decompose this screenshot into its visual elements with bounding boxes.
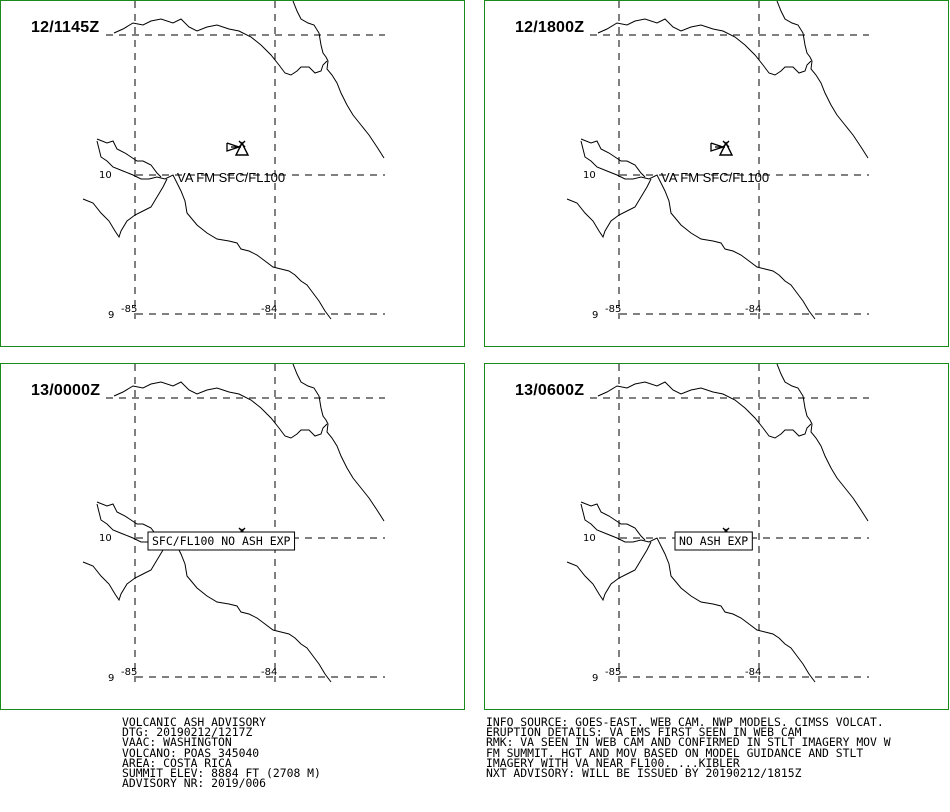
lon-label-85: -85 — [121, 304, 137, 315]
lon-label-84: -84 — [261, 304, 277, 315]
pacific-coast — [96, 503, 332, 683]
advisory-line: SUMMIT ELEV: 8884 FT (2708 M) — [122, 765, 321, 780]
lat-label-10: 10 — [583, 533, 596, 544]
lat-label-10: 10 — [99, 170, 112, 181]
coastline — [566, 364, 869, 683]
gulf-coast — [580, 138, 646, 178]
nicaragua-lake-coast — [597, 18, 812, 76]
lat-label-9: 9 — [108, 673, 114, 684]
pacific-coast — [96, 140, 332, 320]
map-canvas: 10 9 -85 -84 SFC/FL100 NO ASH EXP — [82, 364, 385, 684]
forecast-panel-3: 10 9 -85 -84 SFC/FL100 NO ASH EXP — [0, 363, 465, 710]
lat-label-9: 9 — [108, 310, 114, 321]
graticule — [106, 1, 385, 319]
caribbean-coast — [292, 364, 385, 522]
pacific-coast — [580, 140, 816, 320]
ash-forecast-label: NO ASH EXP — [679, 534, 748, 548]
gulf-coast — [96, 501, 162, 541]
nicoya-peninsula-coast — [566, 178, 652, 239]
nicaragua-lake-coast — [597, 381, 812, 439]
lat-label-9: 9 — [592, 310, 598, 321]
panel-valid-time: 12/1800Z — [515, 19, 585, 36]
ash-movement-arrows-icon — [710, 142, 726, 152]
gulf-coast — [580, 501, 646, 541]
map-canvas: 10 9 -85 -84 — [566, 1, 869, 321]
nicaragua-lake-coast — [113, 381, 328, 439]
advisory-line: VAAC: WASHINGTON — [122, 735, 232, 750]
volcano-icon — [234, 140, 250, 156]
ash-forecast-label: VA FM SFC/FL100 — [177, 170, 285, 185]
lat-label-9: 9 — [592, 673, 598, 684]
volcano-icon — [718, 140, 734, 156]
ash-forecast-label: VA FM SFC/FL100 — [661, 170, 769, 185]
advisory-line: FM SUMMIT. HGT AND MOV BASED ON MODEL GU… — [486, 745, 864, 760]
forecast-panel-2: 10 9 -85 -84 — [484, 0, 949, 347]
map-canvas: 10 9 -85 -84 — [82, 1, 385, 321]
advisory-line: AREA: COSTA RICA — [122, 755, 232, 770]
advisory-line: VOLCANO: POAS 345040 — [122, 745, 260, 760]
advisory-line: ERUPTION DETAILS: VA EMS FIRST SEEN IN W… — [486, 725, 802, 740]
lon-label-84: -84 — [745, 667, 761, 678]
graticule — [106, 364, 385, 682]
coastline — [82, 1, 385, 320]
panel-valid-time: 13/0600Z — [515, 382, 585, 399]
advisory-line: NXT ADVISORY: WILL BE ISSUED BY 20190212… — [486, 765, 802, 780]
caribbean-coast — [776, 1, 869, 159]
pacific-coast — [580, 503, 816, 683]
advisory-summary-left: VOLCANIC ASH ADVISORY DTG: 20190212/1217Z… — [122, 715, 321, 791]
caribbean-coast — [292, 1, 385, 159]
advisory-line: ADVISORY NR: 2019/006 — [122, 776, 267, 791]
lon-label-85: -85 — [605, 304, 621, 315]
advisory-summary-right: INFO SOURCE: GOES-EAST. WEB CAM. NWP MOD… — [486, 715, 891, 780]
lon-label-84: -84 — [261, 667, 277, 678]
advisory-line: IMAGERY WITH VA NEAR FL100. ...KIBLER — [486, 755, 740, 770]
ash-movement-arrows-icon — [226, 142, 242, 152]
advisory-line: VOLCANIC ASH ADVISORY — [122, 715, 267, 729]
gulf-coast — [96, 138, 162, 178]
ash-label-box — [674, 531, 753, 551]
nicoya-peninsula-coast — [82, 178, 168, 239]
advisory-line: RMK: VA SEEN IN WEB CAM AND CONFIRMED IN… — [486, 735, 891, 750]
advisory-line: DTG: 20190212/1217Z — [122, 725, 253, 740]
ash-label-box — [147, 531, 296, 551]
coastline — [566, 1, 869, 320]
lon-label-84: -84 — [745, 304, 761, 315]
advisory-line: INFO SOURCE: GOES-EAST. WEB CAM. NWP MOD… — [486, 715, 884, 729]
panel-valid-time: 12/1145Z — [31, 19, 100, 36]
forecast-panel-4: 10 9 -85 -84 NO ASH EXP 1 — [484, 363, 949, 710]
map-canvas: 10 9 -85 -84 NO ASH EXP — [566, 364, 869, 684]
ash-forecast-label: SFC/FL100 NO ASH EXP — [152, 534, 291, 548]
lat-label-10: 10 — [583, 170, 596, 181]
coastline — [82, 364, 385, 683]
panel-valid-time: 13/0000Z — [31, 382, 101, 399]
lat-label-10: 10 — [99, 533, 112, 544]
graticule — [590, 364, 869, 682]
nicoya-peninsula-coast — [82, 541, 168, 602]
forecast-panel-1: 10 9 -85 -84 — [0, 0, 465, 347]
caribbean-coast — [776, 364, 869, 522]
lon-label-85: -85 — [121, 667, 137, 678]
lon-label-85: -85 — [605, 667, 621, 678]
graticule — [590, 1, 869, 319]
nicoya-peninsula-coast — [566, 541, 652, 602]
nicaragua-lake-coast — [113, 18, 328, 76]
